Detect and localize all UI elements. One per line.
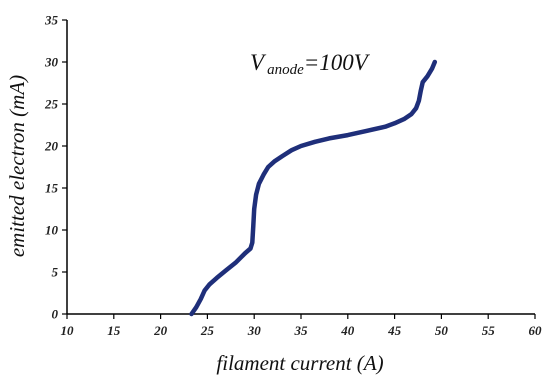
data-point — [250, 240, 255, 245]
data-point — [202, 288, 207, 293]
data-point — [327, 136, 331, 141]
y-tick-label: 20 — [44, 139, 59, 154]
tick-marks — [62, 19, 536, 319]
data-point — [425, 74, 430, 79]
annotation-subscript: anode — [267, 62, 304, 78]
data-point — [273, 159, 277, 163]
x-tick-label: 50 — [435, 323, 449, 338]
series-line-0 — [189, 59, 438, 317]
data-point — [402, 117, 406, 121]
data-point — [409, 112, 414, 116]
data-point — [280, 154, 285, 158]
data-point — [419, 88, 423, 93]
data-point — [224, 268, 228, 273]
y-tick-label: 5 — [52, 265, 59, 280]
data-point — [383, 124, 388, 129]
data-point — [194, 305, 198, 310]
data-point — [414, 106, 418, 110]
data-point — [433, 60, 437, 64]
data-point — [251, 224, 256, 228]
x-axis-title: filament current (A) — [216, 351, 383, 375]
y-tick-label: 25 — [44, 97, 59, 112]
y-tick-label: 35 — [44, 13, 59, 28]
x-tick-label: 10 — [61, 323, 75, 338]
y-tick-label: 0 — [52, 307, 59, 322]
data-point — [233, 261, 238, 265]
data-point — [243, 251, 247, 256]
x-tick-label: 60 — [529, 323, 543, 338]
data-point — [430, 66, 434, 71]
data-point — [261, 172, 266, 177]
x-tick-label: 20 — [153, 323, 168, 338]
data-point — [248, 246, 253, 251]
data-point — [299, 144, 303, 148]
x-tick-label: 55 — [482, 323, 496, 338]
annotation-suffix: =100V — [304, 50, 371, 75]
annotation-main: V — [250, 50, 267, 75]
y-tick-label: 30 — [44, 55, 59, 70]
data-point — [189, 312, 194, 316]
x-tick-label: 25 — [200, 323, 215, 338]
data-point — [364, 129, 369, 133]
x-tick-label: 35 — [294, 323, 309, 338]
data-point — [289, 148, 294, 152]
data-point — [215, 276, 219, 280]
data-point — [257, 182, 261, 186]
data-point — [254, 192, 258, 197]
data-point — [346, 133, 350, 137]
series-group — [189, 59, 438, 317]
x-tick-label: 45 — [387, 323, 402, 338]
tick-labels: 0 5 10 15 20 25 30 35 10 15 20 25 30 35 40 45 50 55 60 — [44, 13, 542, 339]
y-tick-label: 15 — [45, 181, 59, 196]
x-tick-label: 15 — [107, 323, 121, 338]
data-point — [392, 121, 397, 126]
data-point — [313, 140, 317, 144]
x-tick-label: 40 — [340, 323, 355, 338]
data-point — [420, 80, 425, 84]
y-axis-title: emitted electron (mA) — [5, 75, 29, 257]
data-point — [207, 282, 212, 287]
data-point — [266, 165, 271, 169]
data-point — [252, 207, 256, 211]
x-tick-label: 30 — [247, 323, 262, 338]
y-tick-label: 10 — [45, 223, 59, 238]
data-point — [199, 297, 203, 301]
data-point — [417, 98, 421, 103]
